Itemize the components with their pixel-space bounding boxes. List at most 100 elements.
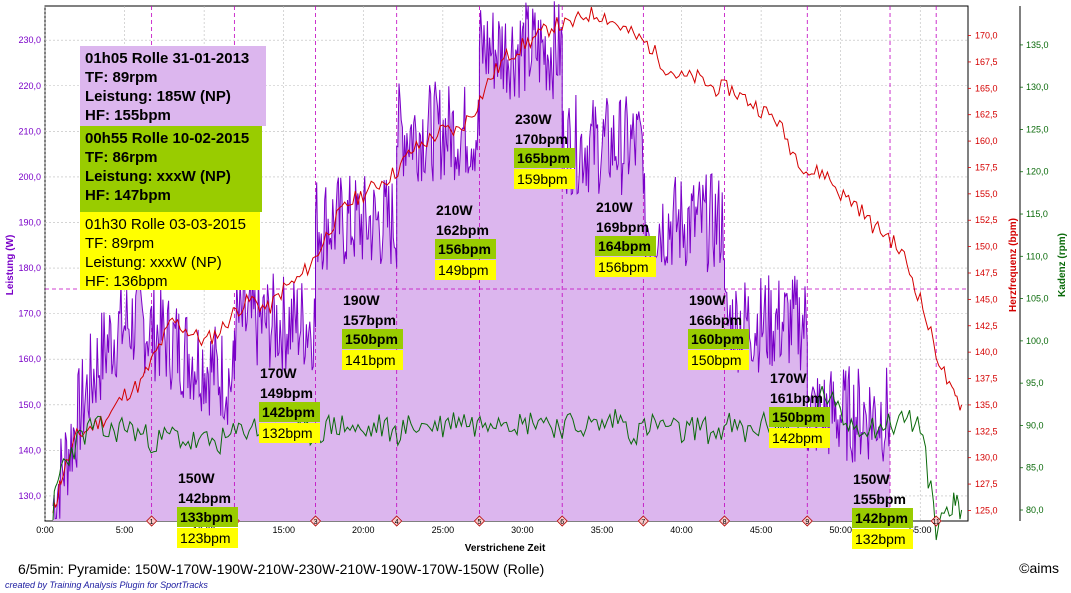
segment-power-label: 170W bbox=[770, 370, 807, 386]
segment-hr2015-label: 150bpm bbox=[772, 409, 825, 425]
segment-hr2015-label: 165bpm bbox=[517, 150, 570, 166]
cadence-tick-label: 115,0 bbox=[1026, 209, 1048, 219]
segment-hr-label: 166bpm bbox=[689, 312, 742, 328]
segment-power-label: 230W bbox=[515, 111, 552, 127]
workout-chart: 130,0140,0150,0160,0170,0180,0190,0200,0… bbox=[5, 1, 1068, 554]
legend-line: HF: 136bpm bbox=[85, 273, 168, 290]
credit-text: created by Training Analysis Plugin for … bbox=[5, 580, 208, 590]
segment-hr-label: 169bpm bbox=[596, 219, 649, 235]
legend-boxes: 01h05 Rolle 31-01-2013 TF: 89rpm Leistung:… bbox=[80, 46, 266, 290]
segment-power-label: 210W bbox=[596, 199, 633, 215]
segment-hr2015-label: 133bpm bbox=[180, 509, 233, 525]
legend-line: Leistung: xxxW (NP) bbox=[85, 254, 222, 271]
segment-hr-label: 162bpm bbox=[436, 222, 489, 238]
heart-rate-tick-label: 127,5 bbox=[975, 479, 998, 489]
lap-marker-diamond bbox=[391, 515, 403, 527]
segment-hr-label: 149bpm bbox=[260, 385, 313, 401]
heart-rate-tick-label: 142,5 bbox=[975, 321, 998, 331]
x-axis-title: Verstrichene Zeit bbox=[465, 543, 546, 554]
lap-marker-diamond bbox=[309, 515, 322, 527]
legend-line: 01h30 Rolle 03-03-2015 bbox=[85, 216, 246, 233]
segment-hr2015b-label: 159bpm bbox=[517, 171, 568, 187]
power-axis: 130,0 140,0 150,0 160,0 170,0 180,0 190,0 200,0… bbox=[18, 35, 41, 501]
legend-line: 00h55 Rolle 10-02-2015 bbox=[85, 130, 249, 147]
legend-line: 01h05 Rolle 31-01-2013 bbox=[85, 50, 249, 67]
power-tick-label: 160,0 bbox=[18, 354, 41, 364]
lap-marker-number: 3 bbox=[314, 519, 318, 526]
time-tick-label: 30:00 bbox=[511, 525, 534, 535]
lap-marker-number: 7 bbox=[641, 519, 645, 526]
segment-hr2015-box bbox=[514, 148, 575, 168]
segment-hr2015-box bbox=[595, 236, 656, 256]
time-tick-label: 45:00 bbox=[750, 525, 773, 535]
time-tick-label: 25:00 bbox=[432, 525, 455, 535]
segment-hr2015b-label: 150bpm bbox=[691, 352, 742, 368]
heart-rate-tick-label: 135,0 bbox=[975, 400, 998, 410]
legend-line: TF: 89rpm bbox=[85, 69, 158, 86]
heart-rate-tick-label: 132,5 bbox=[975, 426, 998, 436]
lap-marker-number: 4 bbox=[395, 519, 399, 526]
segment-hr2015b-label: 149bpm bbox=[438, 262, 489, 278]
time-tick-label: 35:00 bbox=[591, 525, 614, 535]
lap-marker-diamond bbox=[930, 515, 942, 527]
lap-marker-diamond bbox=[146, 515, 158, 527]
heart-rate-tick-label: 170,0 bbox=[975, 31, 998, 41]
lap-marker-diamond bbox=[718, 515, 731, 527]
heart-rate-tick-label: 145,0 bbox=[975, 294, 998, 304]
segment-hr2015b-box bbox=[852, 529, 913, 549]
time-tick-label: 40:00 bbox=[670, 525, 693, 535]
legend-line: TF: 86rpm bbox=[85, 149, 158, 166]
cadence-axis-title: Kadenz (rpm) bbox=[1057, 233, 1068, 297]
segment-hr2015-box bbox=[769, 407, 830, 427]
copyright-text: ©aims bbox=[1019, 560, 1059, 576]
heart-rate-tick-label: 155,0 bbox=[975, 189, 998, 199]
heart-rate-tick-label: 152,5 bbox=[975, 215, 998, 225]
segment-hr2015b-box bbox=[259, 423, 320, 443]
lap-marker-number: 11 bbox=[933, 519, 940, 526]
segment-hr2015b-label: 142bpm bbox=[772, 430, 823, 446]
power-tick-label: 180,0 bbox=[18, 263, 41, 273]
segment-hr2015b-box bbox=[688, 350, 749, 370]
segment-hr2015-label: 142bpm bbox=[262, 404, 315, 420]
segment-hr2015b-box bbox=[769, 428, 830, 448]
segment-hr-label: 157bpm bbox=[343, 312, 396, 328]
segment-hr2015b-box bbox=[177, 528, 238, 548]
heart-rate-axis: 125,0 127,5 130,0 132,5 135,0 137,5 140,0 142,5… bbox=[967, 6, 998, 521]
segment-power-label: 190W bbox=[343, 292, 380, 308]
lap-marker-diamond bbox=[637, 515, 649, 527]
segment-hr2015-label: 150bpm bbox=[345, 331, 398, 347]
segment-power-label: 210W bbox=[436, 202, 473, 218]
segment-power-label: 150W bbox=[853, 471, 890, 487]
cadence-tick-label: 120,0 bbox=[1026, 167, 1049, 177]
segment-hr2015-box bbox=[342, 329, 403, 349]
segment-hr-label: 155bpm bbox=[853, 491, 906, 507]
heart-rate-tick-label: 167,5 bbox=[975, 57, 998, 67]
segment-hr2015-box bbox=[435, 239, 496, 259]
heart-rate-line bbox=[52, 6, 963, 514]
segment-hr2015-label: 142bpm bbox=[855, 510, 908, 526]
cadence-tick-label: 135,0 bbox=[1026, 40, 1049, 50]
cadence-tick-label: 85,0 bbox=[1026, 463, 1044, 473]
segment-hr2015b-label: 132bpm bbox=[855, 531, 906, 547]
segment-hr2015-label: 164bpm bbox=[598, 238, 651, 254]
legend-line: Leistung: xxxW (NP) bbox=[85, 168, 231, 185]
segment-hr2015-box bbox=[177, 507, 238, 527]
workout-description: 6/5min: Pyramide: 150W-170W-190W-210W-23… bbox=[18, 561, 545, 577]
power-tick-label: 150,0 bbox=[18, 400, 41, 410]
segment-power-label: 170W bbox=[260, 365, 297, 381]
segment-hr2015-box bbox=[259, 402, 320, 422]
segment-labels: 150W 142bpm 133bpm 123bpm 170W 149bpm 142bpm 13… bbox=[177, 111, 913, 549]
cadence-tick-label: 105,0 bbox=[1026, 294, 1049, 304]
time-tick-label: 5:00 bbox=[116, 525, 134, 535]
cadence-tick-label: 95,0 bbox=[1026, 378, 1044, 388]
legend-line: HF: 147bpm bbox=[85, 187, 171, 204]
power-tick-label: 220,0 bbox=[18, 81, 41, 91]
time-tick-label: 55:00 bbox=[909, 525, 932, 535]
heart-rate-tick-label: 147,5 bbox=[975, 268, 998, 278]
cadence-tick-label: 100,0 bbox=[1026, 336, 1049, 346]
time-tick-label: 20:00 bbox=[352, 525, 375, 535]
lap-marker-number: 8 bbox=[723, 519, 727, 526]
segment-hr-label: 142bpm bbox=[178, 490, 231, 506]
cadence-tick-label: 130,0 bbox=[1026, 82, 1049, 92]
segment-hr2015b-label: 141bpm bbox=[345, 352, 396, 368]
